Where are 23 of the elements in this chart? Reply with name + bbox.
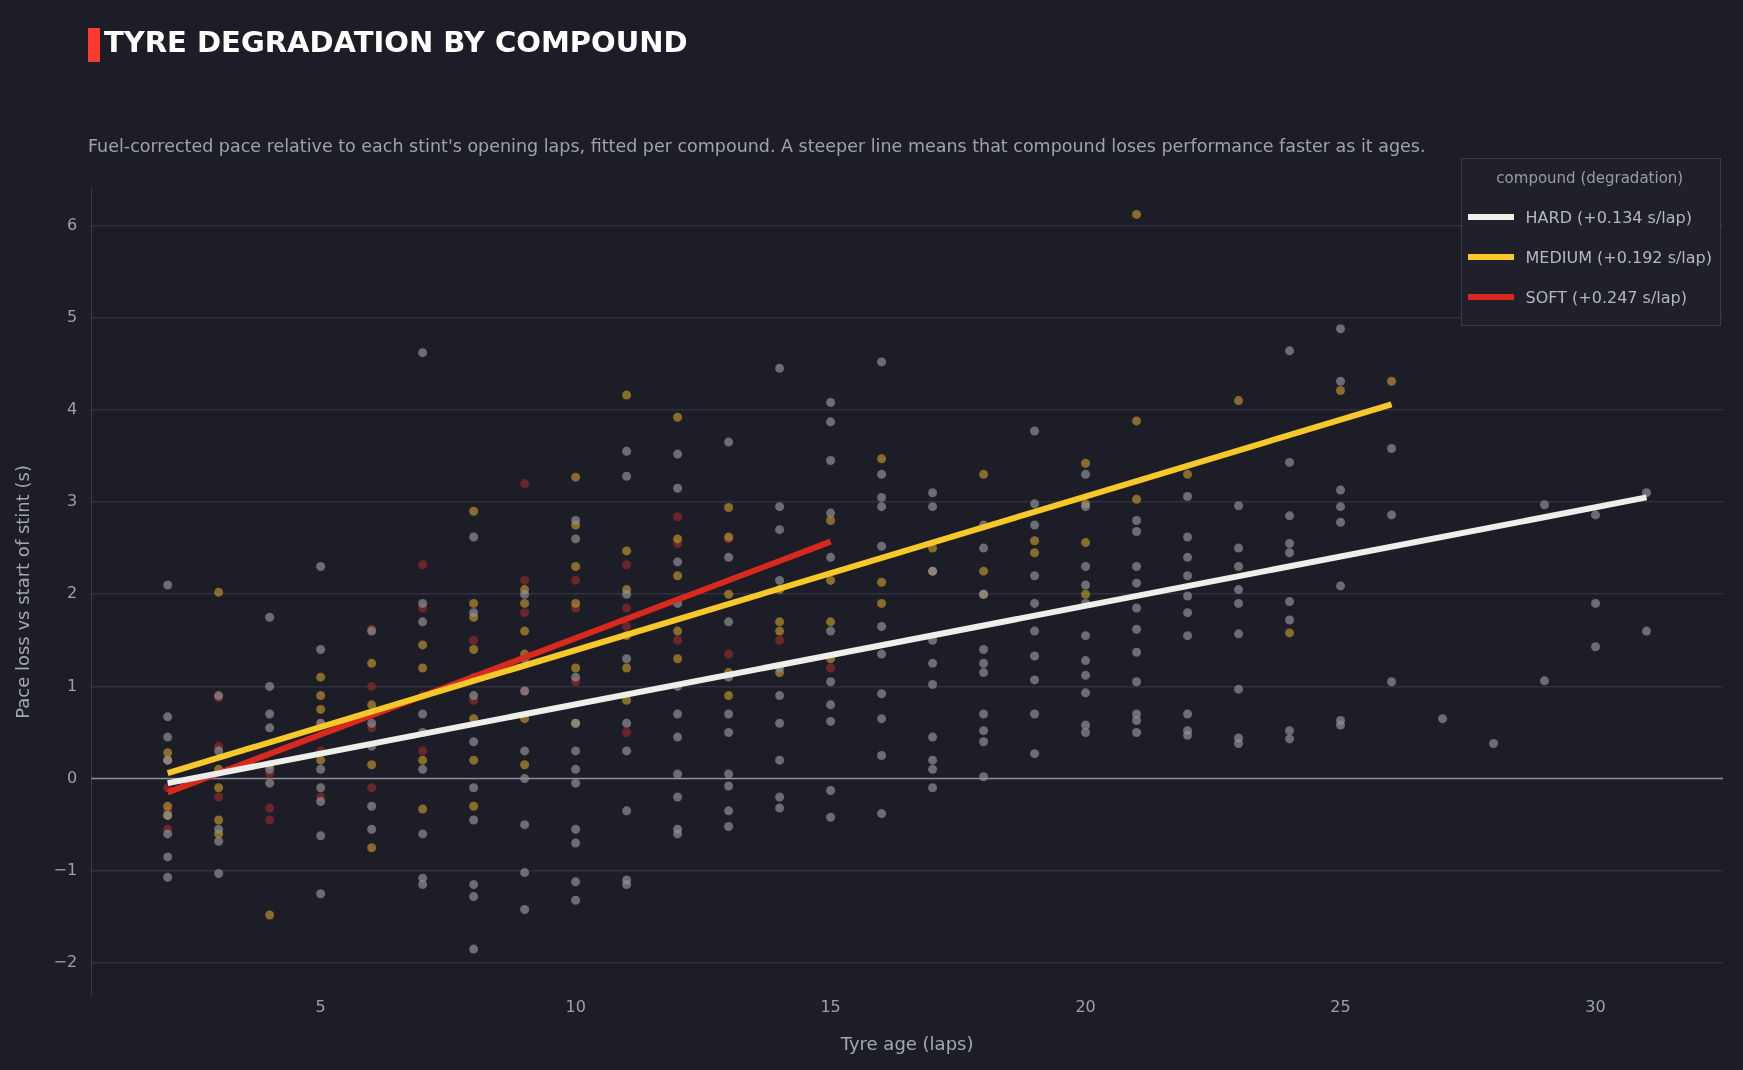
y-tick-label: 1 [67, 675, 78, 695]
x-tick-label: 5 [315, 996, 326, 1016]
legend-label: SOFT (+0.247 s/lap) [1525, 287, 1687, 307]
chart-subtitle: Fuel-corrected pace relative to each stint's opening laps, fitted per compound. A steeper line means that compound loses performance faster as it ages. [88, 136, 1426, 156]
y-tick-label: 6 [67, 214, 78, 234]
x-tick-label: 30 [1585, 996, 1606, 1016]
x-tick-label: 25 [1330, 996, 1351, 1016]
x-tick-label: 20 [1075, 996, 1096, 1016]
legend-label: MEDIUM (+0.192 s/lap) [1525, 247, 1712, 267]
x-axis-title: Tyre age (laps) [839, 1032, 974, 1054]
y-tick-label: 5 [67, 306, 78, 326]
chart-title: TYRE DEGRADATION BY COMPOUND [104, 25, 688, 59]
y-tick-label: 4 [67, 399, 78, 418]
y-tick-label: 3 [67, 491, 78, 511]
y-tick-label: −2 [53, 952, 78, 972]
y-axis-title: Pace loss vs start of stint (s) [12, 465, 34, 719]
legend-label: HARD (+0.134 s/lap) [1525, 207, 1692, 227]
x-tick-label: 15 [820, 996, 841, 1016]
legend-title: compound (degradation) [1495, 169, 1685, 187]
x-tick-label: 10 [565, 996, 586, 1016]
y-tick-label: −1 [53, 859, 78, 879]
y-tick-label: 0 [67, 767, 78, 787]
y-tick-label: 2 [67, 583, 78, 603]
